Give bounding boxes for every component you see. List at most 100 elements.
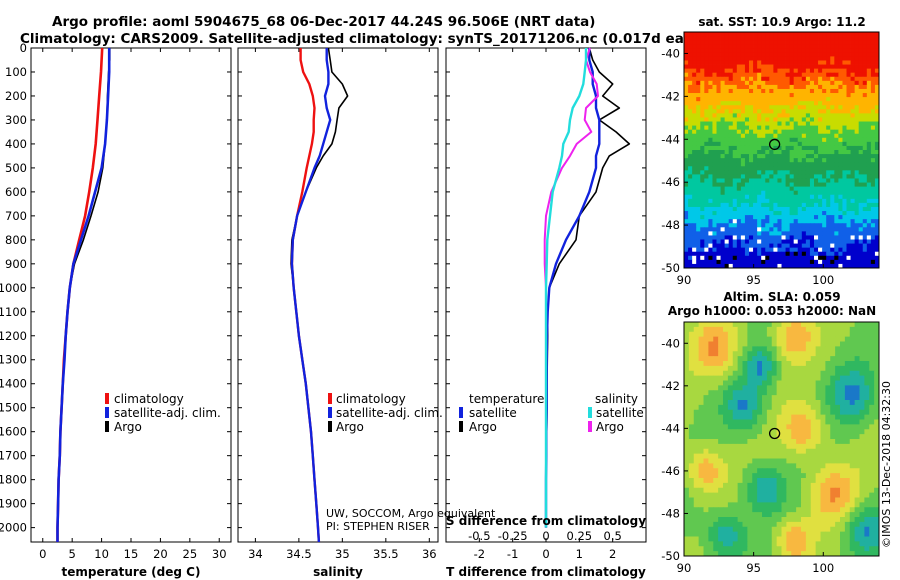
sst-map [684,32,880,269]
sst-cell [870,211,876,216]
sla-cell [737,400,743,406]
sst-cell [874,194,880,200]
sla-cell [732,322,739,328]
sst-cell [744,72,750,78]
sla-cell [864,448,870,455]
sla-cell [805,400,812,406]
sst-cell [809,88,815,94]
sla-cell [825,434,831,440]
sla-cell [810,326,817,333]
sst-cell [858,68,864,74]
sla-cell [854,487,860,494]
sst-cell [732,68,738,74]
sst-cell [716,141,721,147]
sla-cell [693,361,700,367]
sst-cell [858,64,864,70]
sst-cell [765,235,770,240]
sst-cell [712,174,717,179]
sla-cell [815,346,821,352]
sla-cell [776,390,782,396]
sla-cell [786,395,792,401]
sla-cell [840,478,846,484]
sla-cell [854,541,860,547]
sst-cell [692,32,697,37]
sst-cell [732,40,738,45]
sla-cell [791,326,797,333]
sla-cell [727,536,734,542]
sst-cell [781,109,786,114]
sla-cell [684,429,690,435]
sst-cell [781,32,786,37]
sst-cell [797,162,803,167]
sla-cell [747,424,753,430]
sst-cell [692,158,697,163]
sst-cell [724,84,730,90]
sst-cell [822,141,827,147]
sla-cell [766,322,773,328]
sst-cell [740,72,746,78]
sst-cell [684,162,689,167]
sst-cell [789,109,795,114]
sst-cell [858,186,864,192]
sst-cell [818,137,823,143]
sla-cell [727,541,734,547]
sla-cell [732,434,739,440]
sla-cell [732,375,739,381]
sla-cell [781,375,787,381]
sla-cell [688,395,695,401]
sla-cell [718,322,724,328]
sla-cell [766,409,773,416]
sla-cell [776,551,782,557]
lat-tick-label: -40 [661,336,680,350]
sst-cell [850,158,856,163]
sla-cell [737,370,743,377]
sst-cell [720,178,726,183]
x-tick-label: 34 [248,547,263,561]
sst-cell [809,150,815,155]
sst-cell [842,109,847,114]
sla-cell [732,463,739,469]
sst-cell [744,56,750,61]
sst-cell [870,154,876,159]
sla-cell [693,385,700,391]
sla-cell [859,385,865,391]
sst-cell [874,150,880,155]
sst-cell [769,206,774,212]
sla-cell [766,453,773,459]
sla-cell [810,546,817,552]
depth-tick-label: 1200 [0,329,27,343]
sst-cell [826,251,831,257]
sst-cell [805,32,811,37]
sst-cell [850,109,856,114]
sst-cell [736,145,742,151]
sst-cell [692,235,697,240]
sla-cell [776,370,782,377]
sst-cell [757,64,762,70]
sla-cell [723,419,729,425]
sla-cell [688,361,695,367]
sla-cell [703,448,709,455]
sla-cell [703,356,709,362]
sst-cell [822,32,827,37]
sst-cell [842,215,847,220]
sst-cell [830,215,835,220]
sst-cell [740,141,746,147]
sla-cell [742,478,748,484]
sst-cell [814,93,819,98]
sst-cell [822,190,827,196]
sst-cell [684,211,689,216]
sst-cell [728,162,734,167]
sst-cell [862,235,868,240]
sla-cell [796,517,802,523]
sst-cell [744,40,750,45]
sst-cell [765,259,770,265]
sla-cell [849,322,856,328]
sst-cell [777,223,782,228]
sst-cell [809,223,815,228]
sst-cell [866,76,872,82]
sst-cell [805,235,811,240]
sla-cell [766,395,773,401]
sla-cell [727,526,734,533]
sst-cell [805,186,811,192]
sla-cell [859,492,865,498]
